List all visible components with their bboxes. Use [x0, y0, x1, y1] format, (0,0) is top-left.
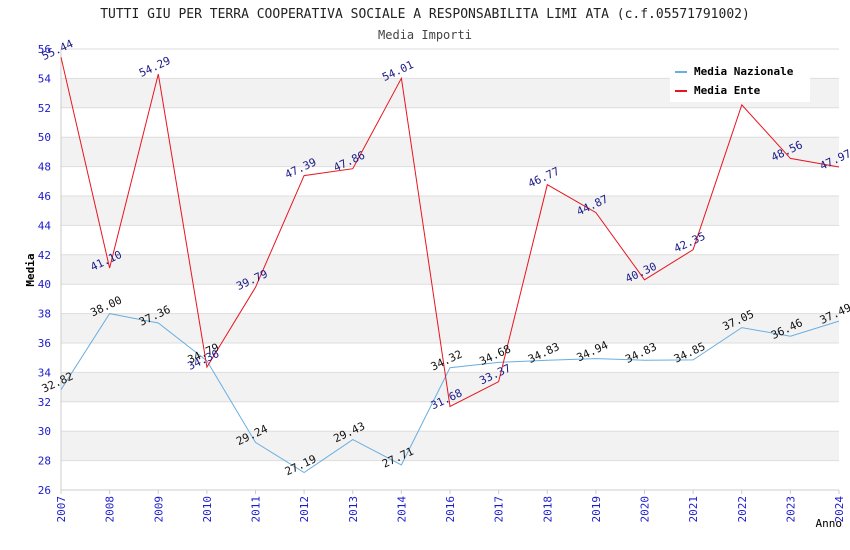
plot-band — [61, 284, 839, 314]
x-axis-label: Anno — [816, 517, 843, 530]
x-tick-label: 2021 — [687, 496, 700, 523]
x-tick-label: 2018 — [541, 496, 554, 523]
plot-band — [61, 372, 839, 402]
x-axis-ticks: 2007 2008 2009 2010 2011 2012 2013 2014 2016 2017… — [55, 490, 846, 523]
y-tick-label: 38 — [38, 308, 51, 321]
plot-band — [61, 166, 839, 196]
x-tick-label: 2019 — [590, 496, 603, 523]
x-tick-label: 2007 — [55, 496, 68, 523]
y-tick-label: 44 — [38, 219, 52, 232]
legend-box — [670, 60, 810, 102]
plot-band — [61, 107, 839, 138]
legend: Media Nazionale Media Ente — [670, 60, 810, 102]
legend-label-media-ente: Media Ente — [694, 84, 761, 97]
x-tick-label: 2022 — [736, 496, 749, 523]
chart-subtitle: Media Importi — [378, 28, 472, 42]
y-tick-label: 34 — [38, 366, 52, 379]
y-tick-label: 46 — [38, 190, 51, 203]
y-tick-label: 52 — [38, 102, 51, 115]
plot-band — [61, 460, 839, 490]
x-tick-label: 2014 — [395, 496, 408, 523]
series-line-media-nazionale — [60, 313, 840, 474]
plot-band — [61, 313, 839, 343]
legend-label-media-nazionale: Media Nazionale — [694, 65, 794, 78]
y-axis-ticks: 26 28 30 32 34 36 38 40 42 44 46 48 50 52 54 56 — [38, 43, 52, 497]
x-tick-label: 2013 — [347, 496, 360, 523]
x-tick-label: 2024 — [833, 496, 846, 523]
y-tick-label: 48 — [38, 161, 51, 174]
y-tick-label: 54 — [38, 72, 52, 85]
y-tick-label: 28 — [38, 455, 51, 468]
series-lines — [60, 57, 840, 474]
x-tick-label: 2009 — [152, 496, 165, 523]
plot-band — [61, 196, 839, 226]
x-tick-label: 2016 — [444, 496, 457, 523]
x-tick-label: 2020 — [639, 496, 652, 523]
series-line-media-ente — [60, 57, 840, 408]
y-tick-label: 42 — [38, 249, 51, 262]
chart-title: TUTTI GIU PER TERRA COOPERATIVA SOCIALE … — [100, 7, 750, 22]
plot-band — [61, 431, 839, 461]
plot-bands — [61, 49, 839, 490]
y-tick-label: 40 — [38, 278, 51, 291]
y-tick-label: 36 — [38, 337, 51, 350]
y-tick-label: 32 — [38, 396, 51, 409]
x-tick-label: 2017 — [493, 496, 506, 523]
plot-band — [61, 137, 839, 167]
y-tick-label: 30 — [38, 425, 51, 438]
y-tick-label: 50 — [38, 131, 51, 144]
plot-band — [61, 254, 839, 285]
y-tick-label: 56 — [38, 43, 51, 56]
y-axis-label: Media — [24, 253, 37, 286]
x-tick-label: 2008 — [104, 496, 117, 523]
plot-band — [61, 225, 839, 255]
x-tick-label: 2011 — [250, 496, 263, 523]
x-tick-label: 2012 — [298, 496, 311, 523]
x-tick-label: 2010 — [201, 496, 214, 523]
x-tick-label: 2023 — [784, 496, 797, 523]
y-tick-label: 26 — [38, 484, 51, 497]
